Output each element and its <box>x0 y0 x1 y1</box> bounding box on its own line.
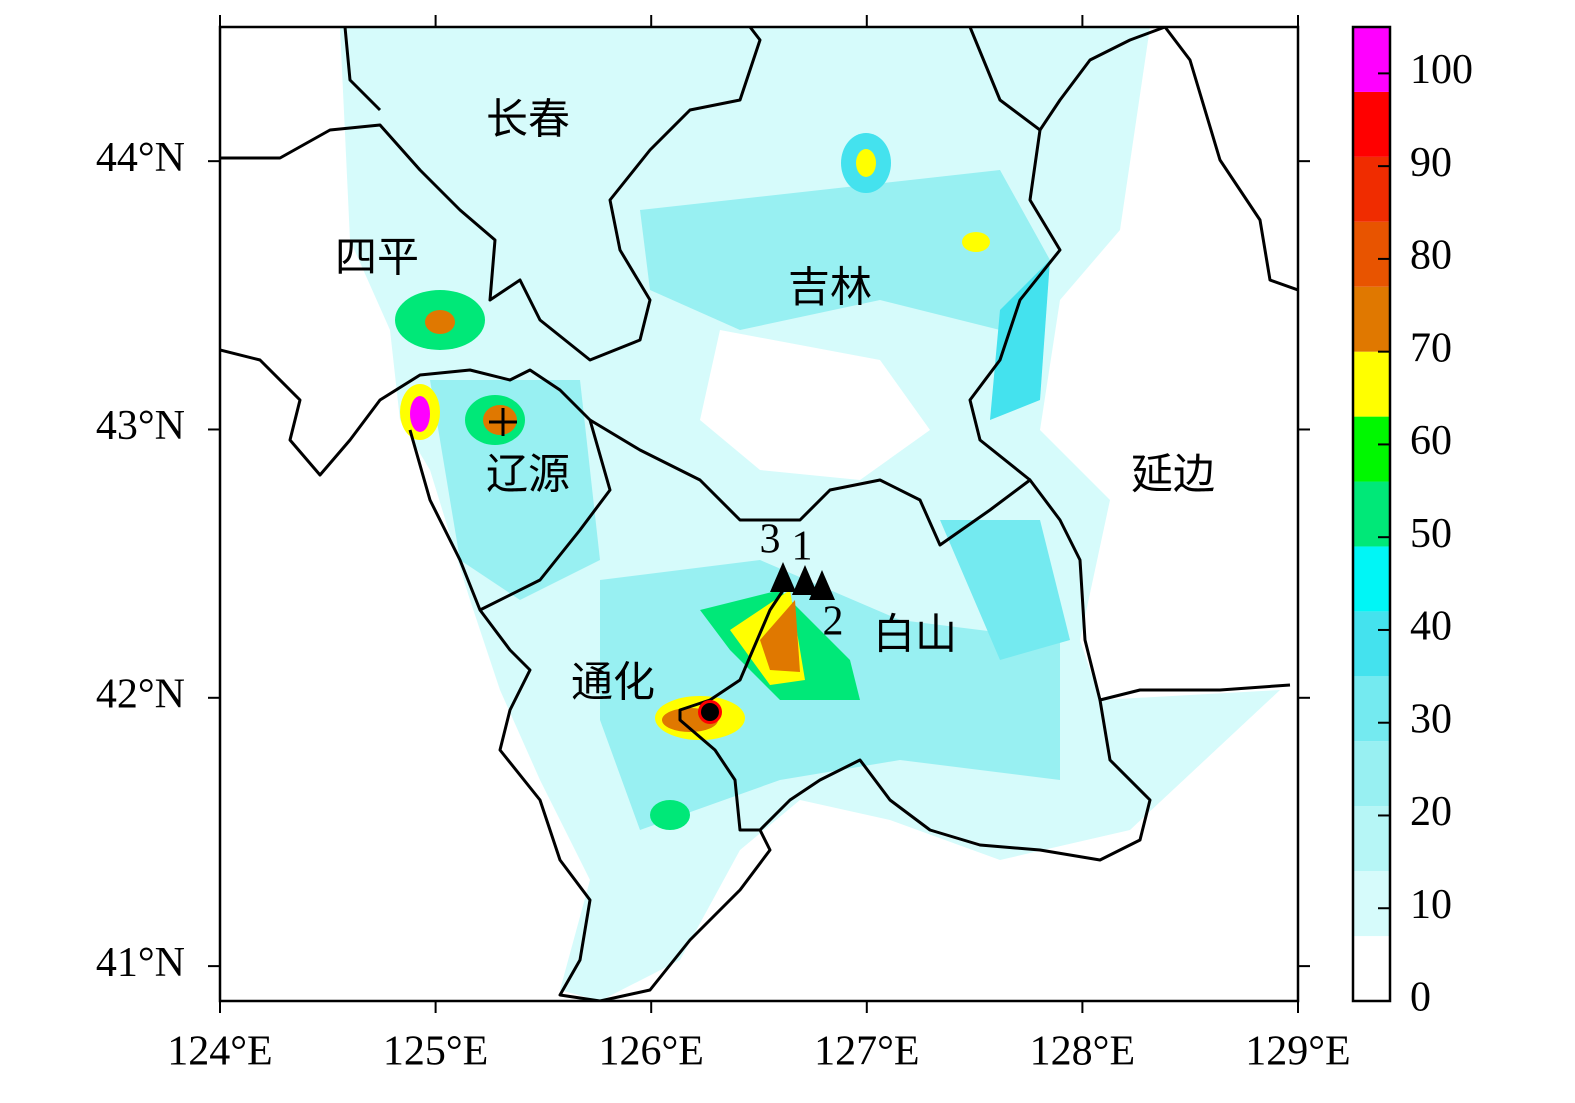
station-marker <box>489 408 517 436</box>
precip-cell <box>760 600 800 672</box>
y-tick-label: 41°N <box>96 940 185 986</box>
y-tick-label: 43°N <box>96 403 185 449</box>
border <box>478 609 772 1001</box>
colorbar-band <box>1353 546 1390 612</box>
colorbar-band <box>1353 27 1390 92</box>
place-label: 长春 <box>486 95 570 144</box>
colorbar-band <box>1353 936 1390 1001</box>
border <box>589 418 1291 702</box>
border <box>678 579 1152 862</box>
place-label: 延边 <box>1131 450 1215 499</box>
place-label: 吉林 <box>788 263 872 312</box>
colorbar-band <box>1353 741 1390 807</box>
colorbar-band <box>1353 676 1390 742</box>
y-tick-label: 44°N <box>96 135 185 181</box>
x-tick-label: 124°E <box>167 1029 272 1075</box>
place-label: 四平 <box>335 233 419 282</box>
x-tick-label: 126°E <box>598 1029 703 1075</box>
place-label: 通化 <box>571 658 655 707</box>
colorbar-band <box>1353 91 1390 157</box>
x-tick-label: 129°E <box>1245 1029 1350 1075</box>
border <box>968 129 1062 482</box>
x-tick-label: 127°E <box>814 1029 919 1075</box>
colorbar-tick-label: 20 <box>1410 789 1452 835</box>
precip-cell <box>856 149 876 177</box>
station-label: 1 <box>792 524 813 570</box>
colorbar-band <box>1353 871 1390 937</box>
place-label: 白山 <box>873 610 957 659</box>
station-triangle <box>809 570 835 600</box>
colorbar-band <box>1353 221 1390 287</box>
precip-field <box>340 27 1280 1001</box>
colorbar-band <box>1353 481 1390 547</box>
colorbar-tick-label: 70 <box>1410 325 1452 371</box>
precip-cell <box>962 232 990 252</box>
province-borders <box>220 27 1298 1001</box>
station-triangle <box>770 562 796 592</box>
precip-area <box>990 260 1050 420</box>
colorbar-tick-label: 60 <box>1410 418 1452 464</box>
colorbar-band <box>1353 286 1390 352</box>
border <box>968 27 1298 292</box>
place-label: 辽源 <box>486 450 570 499</box>
border <box>220 27 762 362</box>
colorbar-band <box>1353 806 1390 872</box>
colorbar-band <box>1353 416 1390 482</box>
colorbar-tick-label: 10 <box>1410 882 1452 928</box>
colorbar-tick-label: 30 <box>1410 696 1452 742</box>
precip-cell <box>425 310 455 334</box>
border <box>220 348 612 612</box>
station-marker <box>701 703 719 721</box>
colorbar-tick-label: 0 <box>1410 975 1431 1021</box>
station-label: 3 <box>760 517 781 563</box>
colorbar-tick-label: 50 <box>1410 511 1452 557</box>
colorbar-tick-label: 80 <box>1410 233 1452 279</box>
x-tick-label: 125°E <box>383 1029 488 1075</box>
precip-cell <box>410 396 430 432</box>
precip-area <box>700 330 930 480</box>
colorbar-band <box>1353 156 1390 222</box>
plot-frame <box>218 25 1300 1003</box>
precip-cell <box>483 405 517 435</box>
precip-cell <box>650 800 690 830</box>
colorbar-band <box>1353 351 1390 417</box>
precip-area <box>940 520 1070 660</box>
colorbar-tick-label: 100 <box>1410 47 1473 93</box>
precip-area <box>640 170 1050 330</box>
y-tick-label: 42°N <box>96 671 185 717</box>
colorbar-tick-label: 40 <box>1410 604 1452 650</box>
station-label: 2 <box>823 599 844 645</box>
colorbar-tick-label: 90 <box>1410 140 1452 186</box>
border <box>343 27 382 112</box>
station-triangle <box>792 565 818 595</box>
x-tick-label: 128°E <box>1030 1029 1135 1075</box>
colorbar-band <box>1353 611 1390 677</box>
colorbar-frame <box>1351 25 1392 1003</box>
